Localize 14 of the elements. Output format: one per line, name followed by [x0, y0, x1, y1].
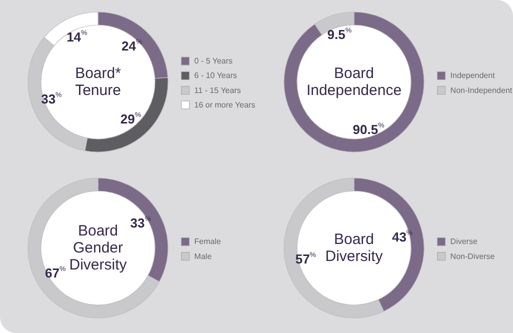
text: Board Independence [306, 65, 402, 99]
legend-label: 6 - 10 Years [194, 71, 238, 80]
legend-label: 16 or more Years [194, 100, 256, 110]
legend-label: Female [194, 237, 222, 246]
legend-label: Independent [450, 71, 496, 80]
text: Board Gender Diversity [69, 222, 128, 274]
text: Board Diversity [325, 231, 384, 265]
legend-label: Diverse [450, 237, 478, 246]
text: Board* Tenure [75, 65, 122, 99]
legend-label: 0 - 5 Years [194, 56, 233, 66]
legend-label: Male [194, 252, 212, 261]
legend-label: Non-Diverse [450, 252, 496, 261]
legend-label: 11 - 15 Years [194, 86, 241, 95]
legend-label: Non-Independent [450, 86, 513, 95]
